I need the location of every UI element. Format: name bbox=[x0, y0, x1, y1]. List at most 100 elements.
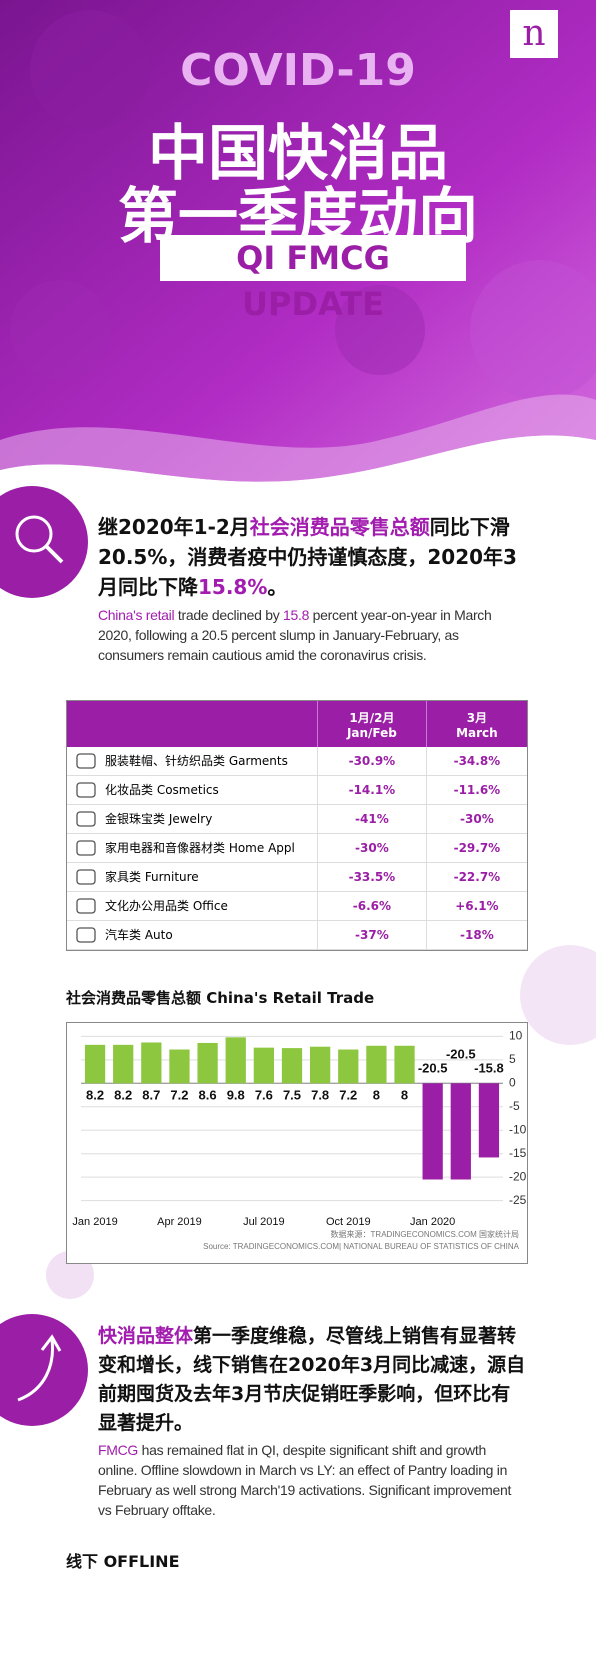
row-icon bbox=[76, 782, 96, 798]
value-label: 7.5 bbox=[283, 1088, 301, 1103]
label-cell: 家用电器和音像器材类 Home Appl bbox=[67, 833, 318, 863]
value-cell: -6.6% bbox=[317, 891, 427, 921]
text-segment: 快消品整体 bbox=[98, 1325, 194, 1347]
y-tick-label: -10 bbox=[509, 1122, 527, 1136]
text-segment: 继2020年1-2月 bbox=[98, 515, 250, 539]
intro-zh: 继2020年1-2月社会消费品零售总额同比下滑20.5%，消费者疫中仍持谨慎态度… bbox=[98, 512, 518, 602]
title-line: 第一季度动向 bbox=[118, 182, 478, 252]
label-cell: 文化办公用品类 Office bbox=[67, 891, 318, 921]
row-label: 汽车类 Auto bbox=[105, 927, 173, 942]
x-tick-label: Jan 2020 bbox=[410, 1216, 455, 1228]
header-cell: 1月/2月 Jan/Feb bbox=[317, 701, 427, 747]
bar bbox=[281, 1048, 303, 1084]
header-cell: 3月 March bbox=[425, 701, 527, 747]
bar bbox=[338, 1049, 359, 1084]
y-tick-label: -25 bbox=[509, 1193, 527, 1207]
x-tick-label: Oct 2019 bbox=[326, 1216, 371, 1228]
y-tick-label: 0 bbox=[509, 1075, 516, 1089]
arrow-icon bbox=[0, 1314, 88, 1426]
chart-box: 10 5 0 -5 -10 -15 -20 -25 Jan 2019 8.2 8.2 8.7 Apr 2… bbox=[66, 1022, 528, 1264]
bar bbox=[169, 1049, 190, 1084]
header-text: Jan/Feb bbox=[346, 725, 397, 740]
x-tick-label: Jul 2019 bbox=[243, 1216, 285, 1228]
category-table: 1月/2月 Jan/Feb 3月 March 服装鞋帽、针纺织品类 Garments… bbox=[66, 700, 528, 951]
value-label: -15.8 bbox=[474, 1061, 504, 1076]
source-en: Source: TRADINGECONOMICS.COM| NATIONAL B… bbox=[203, 1242, 520, 1251]
label-cell: 家具类 Furniture bbox=[67, 862, 318, 892]
row-icon bbox=[76, 869, 96, 885]
value-cell: -34.8% bbox=[425, 747, 527, 776]
row-icon bbox=[76, 898, 96, 914]
bar bbox=[478, 1083, 500, 1158]
table-row: 化妆品类 Cosmetics -14.1% -11.6% bbox=[67, 775, 527, 805]
value-cell: -30% bbox=[425, 804, 527, 834]
text-segment: 15.8 bbox=[283, 607, 310, 623]
text-segment: trade declined by bbox=[174, 607, 284, 623]
text-segment: FMCG bbox=[98, 1442, 139, 1458]
value-label: -20.5 bbox=[418, 1061, 448, 1076]
value-label: -20.5 bbox=[446, 1047, 476, 1062]
row-label: 化妆品类 Cosmetics bbox=[105, 782, 219, 797]
bar bbox=[225, 1037, 246, 1084]
bar bbox=[422, 1083, 443, 1180]
kicker: COVID-19 bbox=[180, 45, 416, 96]
chart-title: 社会消费品零售总额 China's Retail Trade bbox=[66, 989, 375, 1007]
summary-en: FMCG has remained flat in QI, despite si… bbox=[98, 1440, 528, 1520]
value-label: 8 bbox=[373, 1088, 380, 1103]
value-label: 8.2 bbox=[86, 1088, 104, 1103]
text-segment: 。 bbox=[267, 575, 288, 599]
value-cell: -22.7% bbox=[425, 862, 527, 892]
value-label: 8 bbox=[401, 1088, 408, 1103]
table-row: 汽车类 Auto -37% -18% bbox=[67, 920, 527, 950]
value-label: 8.2 bbox=[114, 1088, 132, 1103]
table: 1月/2月 Jan/Feb 3月 March 服装鞋帽、针纺织品类 Garments… bbox=[67, 701, 527, 950]
bar bbox=[310, 1046, 331, 1084]
source-zh: 数据来源：TRADINGECONOMICS.COM 国家统计局 bbox=[331, 1229, 519, 1239]
search-icon bbox=[0, 486, 88, 598]
y-tick-label: -5 bbox=[509, 1099, 520, 1113]
bar bbox=[141, 1042, 162, 1084]
text-segment: 15.8% bbox=[198, 575, 268, 599]
table-row: 家具类 Furniture -33.5% -22.7% bbox=[67, 862, 527, 892]
row-label: 文化办公用品类 Office bbox=[105, 898, 228, 913]
header-cell bbox=[67, 701, 318, 747]
value-cell: -14.1% bbox=[317, 775, 427, 805]
value-cell: -33.5% bbox=[317, 862, 427, 892]
text-segment: has remained flat in QI, despite signifi… bbox=[98, 1442, 512, 1518]
text-segment: China's retail bbox=[98, 607, 175, 623]
icon-shape bbox=[76, 753, 96, 769]
value-cell: -11.6% bbox=[425, 775, 527, 805]
bar bbox=[450, 1083, 471, 1180]
bar bbox=[84, 1044, 106, 1084]
icon-shape bbox=[76, 782, 96, 798]
header-text: 3月 bbox=[466, 710, 488, 725]
decoration bbox=[520, 945, 596, 1045]
value-cell: -30% bbox=[317, 833, 427, 863]
value-cell: -29.7% bbox=[425, 833, 527, 863]
table-row: 家用电器和音像器材类 Home Appl -30% -29.7% bbox=[67, 833, 527, 863]
header-background bbox=[0, 0, 596, 482]
icon-shape bbox=[76, 869, 96, 885]
row-icon bbox=[76, 811, 96, 827]
bar bbox=[253, 1047, 274, 1084]
header-text: 1月/2月 bbox=[349, 710, 395, 725]
row-label: 服装鞋帽、针纺织品类 Garments bbox=[105, 753, 288, 768]
icon-shape bbox=[76, 811, 96, 827]
badge: QI FMCG UPDATE bbox=[236, 239, 390, 323]
label-cell: 化妆品类 Cosmetics bbox=[67, 775, 318, 805]
table-row: 文化办公用品类 Office -6.6% +6.1% bbox=[67, 891, 527, 921]
text-segment: 同比下滑20.5%，消费者疫中仍持谨慎态度，2020年3月同比下降 bbox=[98, 515, 517, 599]
row-label: 家具类 Furniture bbox=[105, 869, 199, 884]
y-tick-label: -20 bbox=[509, 1169, 527, 1183]
bar bbox=[394, 1045, 415, 1084]
y-tick-label: 5 bbox=[509, 1052, 516, 1066]
value-label: 8.6 bbox=[199, 1088, 217, 1103]
value-label: 7.6 bbox=[255, 1088, 273, 1103]
y-tick-label: -15 bbox=[509, 1146, 527, 1160]
value-cell: -37% bbox=[317, 920, 427, 950]
value-cell: +6.1% bbox=[425, 891, 527, 921]
section-heading: 线下 OFFLINE bbox=[66, 1552, 180, 1571]
title-line: 中国快消品 bbox=[148, 119, 448, 189]
label-cell: 汽车类 Auto bbox=[67, 920, 318, 950]
